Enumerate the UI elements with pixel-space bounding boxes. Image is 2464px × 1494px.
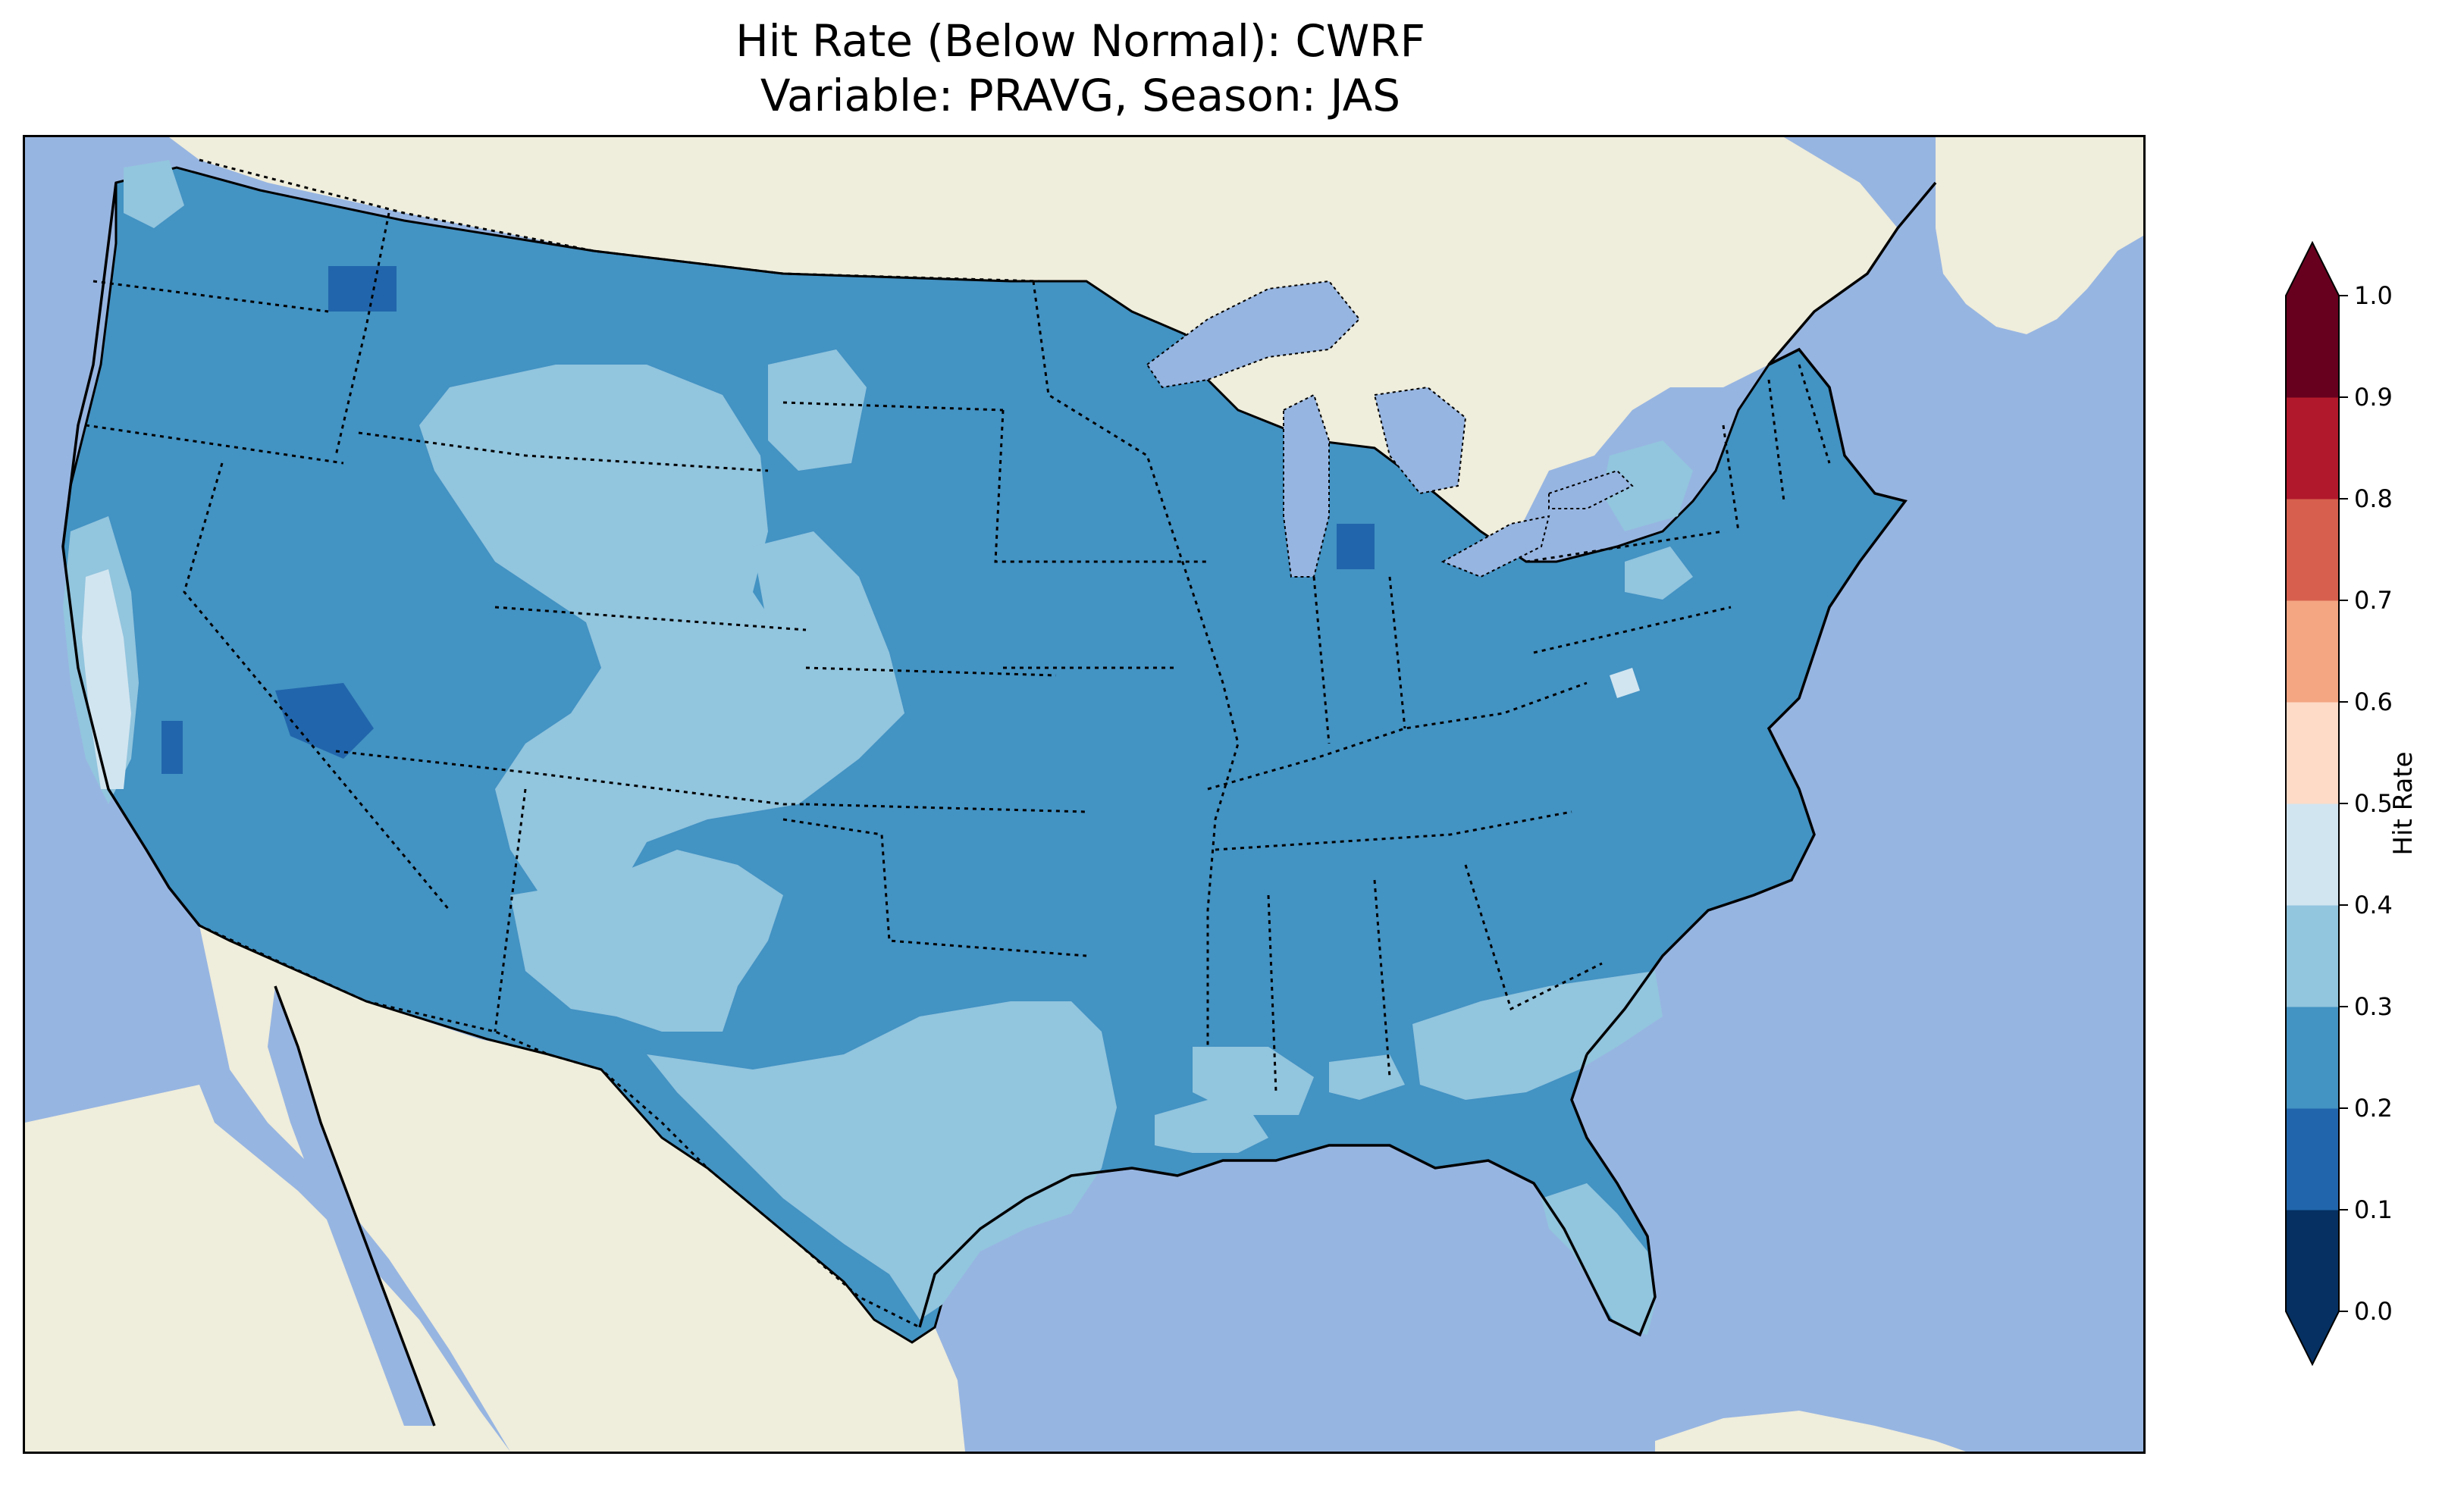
southwest-four-corners (510, 850, 783, 1032)
colorbar-bin (2286, 905, 2339, 1007)
mississippi-river (1032, 280, 1240, 1047)
map-frame (23, 135, 2146, 1454)
pacific-coast (61, 182, 201, 927)
wyoming-colorado (494, 606, 807, 631)
title-line-2: Variable: PRAVG, Season: JAS (760, 70, 1401, 121)
idaho-north (328, 266, 397, 312)
washington-oregon (92, 280, 329, 313)
texas-southern-plains (647, 1001, 1117, 1320)
great-lakes (1146, 280, 1634, 578)
mexico-mainland (199, 926, 965, 1452)
colorbar-label: Hit Rate (2388, 751, 2419, 856)
colorbar-bin (2286, 397, 2339, 500)
indiana-north (1337, 524, 1375, 569)
coastline (61, 181, 1937, 1427)
dakotas-border (782, 401, 1004, 412)
nebraska-kansas (805, 666, 1057, 677)
colorbar-bin (2286, 1108, 2339, 1211)
colorbar-tick-label: 0.7 (2354, 586, 2393, 615)
colorbar: 0.0 0.1 0.2 0.3 0.4 0.5 0.6 0.7 0.8 0.9 1.0 (2256, 227, 2422, 1380)
colorbar-tick-label: 0.3 (2354, 992, 2393, 1021)
colorbar-tick-label: 0.6 (2354, 687, 2393, 716)
colorbar-extend-low (2286, 1311, 2339, 1364)
lake-superior (1146, 280, 1361, 389)
new-york-pennsylvania (1602, 440, 1693, 531)
alabama-west (1329, 1054, 1405, 1100)
montana-wyoming (358, 431, 769, 472)
colorbar-tick-label: 0.8 (2354, 484, 2393, 513)
florida-peninsula (1541, 1183, 1655, 1335)
utah-arizona (335, 750, 806, 806)
nevada-west (183, 462, 451, 911)
colorbar-svg: 0.0 0.1 0.2 0.3 0.4 0.5 0.6 0.7 0.8 0.9 1.0 (2285, 240, 2393, 1367)
nebraska-sandhills (753, 531, 904, 759)
colorbar-bin (2286, 702, 2339, 804)
title-line-1: Hit Rate (Below Normal): CWRF (735, 15, 1425, 67)
rockies-high-plains (419, 365, 859, 918)
colorbar-tick-label: 0.2 (2354, 1094, 2393, 1123)
chart-title: Hit Rate (Below Normal): CWRF Variable: … (0, 14, 2161, 123)
indiana-illinois (1312, 576, 1406, 744)
arkansas-gulf-south (1193, 1047, 1314, 1115)
new-york-central (1625, 547, 1693, 600)
colorbar-tick-label: 0.1 (2354, 1195, 2393, 1224)
georgia-south-carolina (1412, 971, 1663, 1100)
colorbar-bin (2286, 499, 2339, 601)
north-dakota-west (768, 349, 867, 471)
atlantic-coast (1585, 181, 1937, 1056)
virginia-west (1610, 668, 1640, 698)
colorbar-bin (2286, 1210, 2339, 1312)
california-sierra (161, 721, 183, 774)
pennsylvania-ny (1525, 530, 1732, 654)
kansas-oklahoma (805, 803, 1087, 813)
oregon-california (85, 424, 344, 465)
colorbar-tick-label: 0.5 (2354, 789, 2393, 818)
colorbar-bin (2286, 1007, 2339, 1109)
map-canvas (25, 137, 2143, 1452)
colorbar-tick-label: 0.9 (2354, 383, 2393, 412)
colorbar-extend-high (2286, 243, 2339, 296)
canada-maritimes (1936, 137, 2143, 334)
gulf-coast (918, 1054, 1657, 1337)
colorbar-bin (2286, 296, 2339, 398)
minnesota-iowa (994, 409, 1208, 563)
bin-0.1-0.2-areas (161, 266, 1375, 774)
lake-ontario (1548, 469, 1634, 509)
southeast-states (1267, 864, 1603, 1093)
mexico-us-border (199, 924, 920, 1329)
cuba-land (1655, 1411, 1966, 1452)
lake-michigan (1283, 393, 1330, 578)
lake-erie (1440, 515, 1550, 578)
lake-huron (1373, 386, 1467, 495)
colorbar-tick-label: 1.0 (2354, 281, 2393, 310)
oklahoma-texas (782, 818, 1087, 957)
new-england (1722, 364, 1831, 532)
state-borders (85, 158, 1831, 1329)
colorbar-tick-label: 0.0 (2354, 1297, 2393, 1326)
bin-0.3-0.4-areas (63, 160, 1693, 1335)
tennessee-kentucky (1215, 810, 1572, 851)
colorbar-bin (2286, 600, 2339, 703)
washington-northwest (124, 160, 184, 228)
nevada-central (275, 683, 374, 759)
colorbar-tick-label: 0.4 (2354, 891, 2393, 919)
baja-coast (274, 985, 436, 1427)
colorado-new-mexico (494, 788, 527, 1032)
colorbar-bin (2286, 803, 2339, 906)
ohio-river (1207, 681, 1588, 791)
